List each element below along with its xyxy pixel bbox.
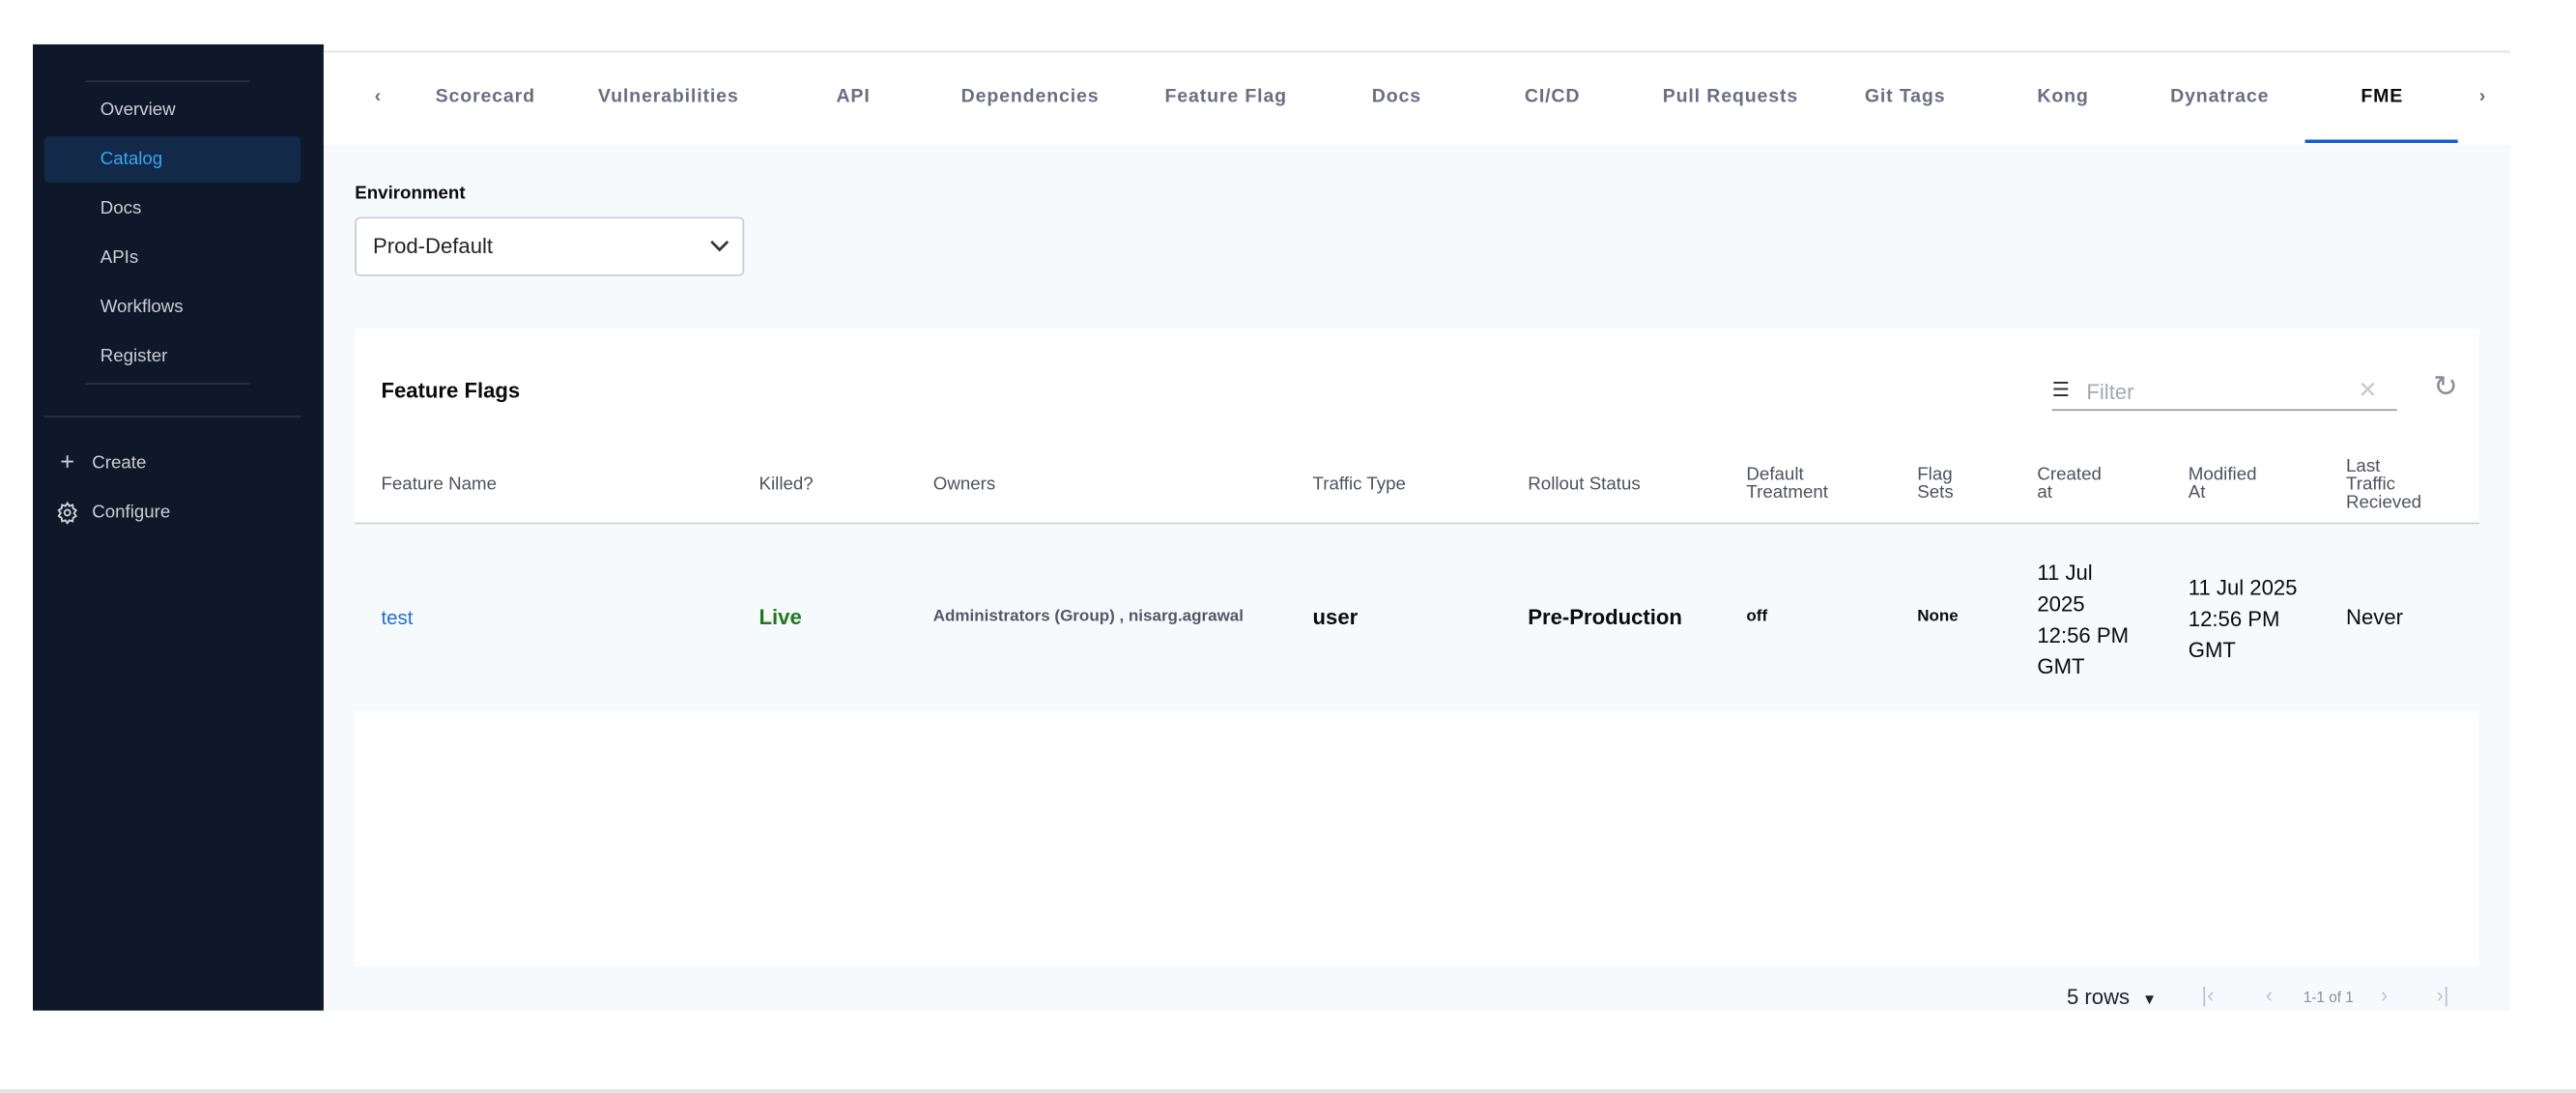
divider [85,80,250,83]
sidebar-item-apis[interactable]: APIs [100,247,139,269]
gear-icon [57,501,78,525]
owners: Administrators (Group) , nisarg.agrawal [932,608,1244,626]
col-feature-name[interactable]: Feature Name [381,475,498,495]
header-divider [355,522,2479,525]
clear-filter-icon[interactable]: ✕ [2358,376,2378,403]
feature-flags-table: Feature Flags ☰ Filter ✕ ↻ Feature Name … [355,329,2479,966]
filter-input[interactable]: ☰ Filter ✕ [2051,375,2397,412]
col-last-traffic[interactable]: Last Traffic Recieved [2346,456,2422,513]
bottom-divider [0,1089,2576,1093]
divider [43,416,301,417]
prev-page-icon[interactable]: ‹ [2265,982,2274,1008]
col-flag-sets[interactable]: Flag Sets [1917,465,1954,503]
tab-pull-requests[interactable]: Pull Requests [1662,87,1799,107]
sidebar: Overview Catalog Docs APIs Workflows Reg… [33,43,324,1011]
modified-at: 11 Jul 2025 12:56 PM GMT [2188,575,2298,663]
create-button[interactable]: + Create [56,448,147,476]
configure-label: Configure [92,503,171,523]
rows-per-page-value: 5 rows [2066,984,2131,1009]
environment-label: Environment [355,184,466,204]
sidebar-item-catalog[interactable]: Catalog [43,136,301,183]
plus-icon: + [60,448,75,477]
flag-sets: None [1917,608,1959,626]
col-rollout-status[interactable]: Rollout Status [1528,475,1641,495]
traffic-type: user [1312,604,1359,630]
caret-down-icon: ▼ [2142,991,2158,1008]
rows-per-page-select[interactable]: 5 rows ▼ [2067,984,2157,1009]
create-label: Create [92,452,147,473]
environment-select[interactable]: Prod-Default [355,216,745,276]
next-page-icon[interactable]: › [2380,982,2389,1008]
sidebar-item-docs[interactable]: Docs [100,198,142,219]
col-traffic-type[interactable]: Traffic Type [1312,475,1406,495]
main-content: ‹ Scorecard Vulnerabilities API Dependen… [323,50,2511,1011]
feature-name-link[interactable]: test [381,606,414,630]
refresh-icon[interactable]: ↻ [2433,369,2458,403]
filter-placeholder: Filter [2086,379,2134,405]
tabs-scroll-left-icon[interactable]: ‹ [374,87,383,107]
active-tab-indicator [2304,139,2458,143]
table-title: Feature Flags [381,378,521,403]
tab-bar: ‹ Scorecard Vulnerabilities API Dependen… [323,52,2511,145]
configure-button[interactable]: Configure [56,501,171,525]
last-page-icon[interactable]: ›| [2436,982,2449,1008]
col-modified-at[interactable]: Modified At [2188,465,2257,503]
sidebar-item-register[interactable]: Register [100,346,168,367]
filter-icon: ☰ [2051,378,2070,401]
tabs-scroll-right-icon[interactable]: › [2478,87,2487,107]
created-at: 11 Jul 2025 12:56 PM GMT [2037,560,2130,679]
first-page-icon[interactable]: |‹ [2201,982,2215,1008]
page-range: 1-1 of 1 [2303,989,2354,1006]
default-treatment: off [1746,608,1768,626]
environment-value: Prod-Default [372,233,494,258]
last-traffic: Never [2346,604,2404,630]
divider [85,383,250,385]
col-created-at[interactable]: Created at [2037,465,2102,503]
rollout-status: Pre-Production [1528,604,1682,630]
tab-git-tags[interactable]: Git Tags [1864,87,1946,107]
killed-status: Live [758,604,802,630]
tab-docs[interactable]: Docs [1371,87,1421,107]
table-row[interactable]: test Live Administrators (Group) , nisar… [355,524,2479,712]
tab-vulnerabilities[interactable]: Vulnerabilities [597,87,739,107]
col-killed[interactable]: Killed? [758,475,814,495]
tab-kong[interactable]: Kong [2037,87,2089,107]
col-default-treatment[interactable]: Default Treatment [1746,465,1828,503]
tab-dependencies[interactable]: Dependencies [960,87,1100,107]
tab-cicd[interactable]: CI/CD [1524,87,1581,107]
col-owners[interactable]: Owners [932,475,996,495]
tab-api[interactable]: API [836,87,871,107]
chevron-down-icon [710,240,730,252]
sidebar-item-workflows[interactable]: Workflows [100,297,184,318]
tab-scorecard[interactable]: Scorecard [435,87,535,107]
tab-feature-flag[interactable]: Feature Flag [1164,87,1287,107]
tab-fme[interactable]: FME [2361,87,2404,107]
tab-dynatrace[interactable]: Dynatrace [2170,87,2270,107]
sidebar-item-overview[interactable]: Overview [100,100,176,121]
